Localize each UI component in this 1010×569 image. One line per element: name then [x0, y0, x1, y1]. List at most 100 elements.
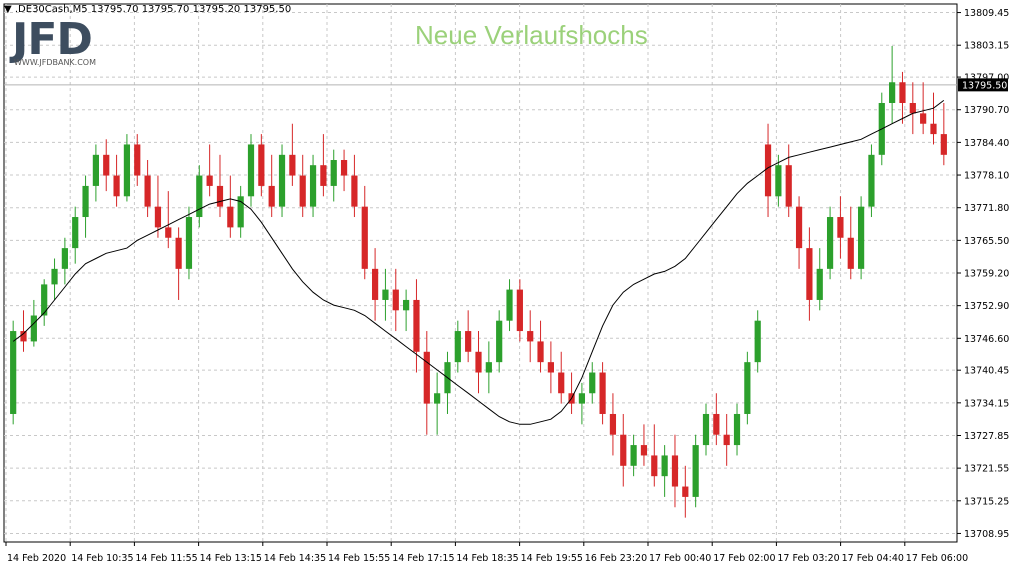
candle-body-bear	[516, 289, 523, 332]
candle-body-bear	[423, 351, 430, 404]
x-tick-label: 16 Feb 23:20	[585, 553, 647, 564]
candle-body-bear	[144, 175, 151, 207]
candle-body-bull	[485, 362, 492, 373]
candle-body-bull	[496, 320, 503, 363]
y-tick-label: 13715.25	[964, 496, 1009, 507]
candle-body-bull	[816, 268, 823, 300]
candle-body-bear	[795, 206, 803, 249]
candle-body-bear	[268, 185, 275, 207]
y-tick-label: 13784.40	[964, 138, 1009, 149]
candle-body-bear	[361, 206, 368, 269]
candle-body-bull	[61, 248, 68, 269]
current-price-label: 13795.50	[962, 80, 1007, 91]
candle-body-bull	[196, 175, 203, 218]
y-tick-label: 13746.60	[964, 334, 1009, 345]
candle-body-bull	[454, 331, 461, 363]
x-tick-label: 14 Feb 17:15	[392, 553, 454, 564]
candle-body-bear	[940, 134, 947, 155]
candle-body-bear	[909, 102, 916, 114]
candle-body-bear	[785, 165, 792, 207]
candle-body-bear	[351, 175, 358, 207]
candle-body-bear	[216, 185, 224, 207]
candle-body-bear	[682, 486, 689, 497]
y-tick-label: 13790.70	[964, 105, 1009, 116]
candle-body-bull	[661, 455, 668, 477]
candle-body-bear	[620, 434, 627, 466]
x-tick-label: 14 Feb 15:55	[328, 553, 390, 564]
candle-body-bear	[340, 160, 348, 176]
candle-body-bull	[309, 165, 317, 207]
candle-body-bear	[723, 434, 730, 446]
annotation-new-highs: Neue Verlaufshochs	[415, 20, 648, 50]
candle-body-bull	[754, 320, 761, 363]
candle-body-bull	[858, 206, 865, 269]
candle-layer	[10, 45, 947, 518]
x-tick-label: 14 Feb 14:35	[264, 553, 326, 564]
candle-body-bull	[237, 196, 244, 228]
candle-body-bull	[506, 289, 513, 321]
x-tick-label: 14 Feb 19:55	[521, 553, 583, 564]
candle-body-bull	[733, 413, 741, 446]
candle-body-bear	[175, 237, 182, 269]
candle-body-bull	[123, 144, 131, 197]
candle-body-bear	[713, 413, 720, 435]
x-tick-label: 17 Feb 06:00	[906, 553, 968, 564]
y-tick-label: 13752.90	[964, 301, 1009, 312]
candle-body-bear	[671, 455, 679, 487]
y-tick-label: 13803.15	[964, 41, 1009, 52]
y-tick-label: 13809.45	[964, 8, 1009, 19]
candle-body-bear	[206, 175, 213, 186]
candle-body-bear	[258, 144, 265, 186]
candle-body-bull	[82, 185, 89, 218]
current-price-box	[958, 78, 1008, 92]
candle-body-bull	[41, 284, 48, 316]
x-tick-label: 14 Feb 2020	[7, 553, 66, 564]
candle-body-bull	[278, 154, 286, 207]
candle-body-bull	[382, 289, 389, 300]
candle-body-bear	[103, 154, 110, 176]
x-tick-label: 14 Feb 10:35	[71, 553, 133, 564]
candle-body-bull	[92, 154, 99, 186]
candle-body-bear	[134, 144, 141, 176]
candle-body-bear	[899, 82, 906, 103]
y-tick-label: 13765.50	[964, 236, 1009, 247]
candle-body-bull	[330, 160, 337, 186]
candle-body-bear	[299, 175, 306, 207]
candle-body-bear	[930, 123, 937, 135]
candle-body-bear	[227, 206, 234, 228]
candle-body-bear	[558, 372, 565, 394]
ma-layer	[12, 100, 945, 425]
candle-body-bull	[589, 372, 596, 394]
candle-body-bear	[847, 237, 854, 269]
candle-body-bull	[692, 445, 699, 497]
candle-body-bear	[837, 217, 844, 238]
x-tick-label: 14 Feb 13:15	[200, 553, 262, 564]
x-tick-label: 14 Feb 11:55	[135, 553, 197, 564]
candle-body-bull	[775, 165, 782, 197]
candle-body-bull	[30, 315, 37, 342]
candle-body-bear	[527, 331, 534, 342]
candle-body-bear	[764, 144, 772, 197]
y-tick-label: 13727.85	[964, 431, 1009, 442]
candle-body-bull	[434, 393, 441, 404]
x-tick-label: 17 Feb 03:20	[777, 553, 839, 564]
y-tick-label: 13759.20	[964, 269, 1009, 280]
candle-body-bull	[630, 445, 637, 466]
candle-body-bear	[599, 372, 606, 414]
candle-body-bull	[744, 362, 751, 414]
x-axis: 14 Feb 2020 14 Feb 10:35 14 Feb 11:55 14 Fe…	[5, 542, 968, 564]
candle-body-bear	[806, 248, 813, 300]
y-tick-label: 13778.10	[964, 171, 1009, 182]
candle-body-bear	[475, 351, 482, 373]
candle-body-bull	[403, 299, 410, 311]
candle-body-bull	[185, 217, 193, 269]
candle-body-bear	[640, 445, 648, 456]
x-tick-label: 17 Feb 02:00	[713, 553, 775, 564]
y-tick-label: 13708.95	[964, 529, 1009, 540]
y-tick-label: 13771.80	[964, 203, 1009, 214]
x-tick-label: 17 Feb 04:40	[842, 553, 904, 564]
candle-body-bear	[465, 331, 472, 352]
candle-body-bull	[578, 393, 586, 404]
